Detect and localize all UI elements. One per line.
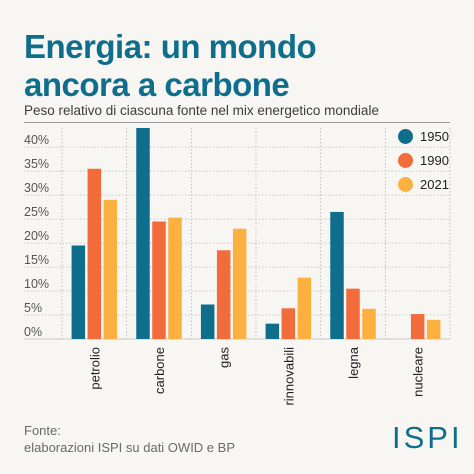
bar-carbone-1950 — [136, 128, 150, 339]
legend-label-1950: 1950 — [420, 129, 449, 144]
bar-carbone-1990 — [152, 221, 166, 339]
source-text: elaborazioni ISPI su dati OWID e BP — [24, 440, 235, 455]
subtitle-divider — [24, 122, 450, 123]
legend-swatch-1950 — [398, 129, 413, 144]
chart-title-line1: Energia: un mondo — [24, 28, 317, 65]
y-tick-label: 30% — [24, 181, 49, 195]
x-tick-label-rinnovabili: rinnovabili — [281, 347, 296, 406]
y-tick-label: 15% — [24, 253, 49, 267]
bar-petrolio-1990 — [87, 168, 102, 339]
bar-rinnovabili-1990 — [281, 308, 296, 339]
bar-gas-2021 — [232, 228, 247, 339]
chart-title: Energia: un mondo ancora a carbone — [24, 28, 454, 104]
bar-legna-1990 — [346, 288, 360, 339]
bar-legna-2021 — [362, 308, 376, 339]
bar-carbone-2021 — [168, 217, 182, 339]
bar-nucleare-2021 — [426, 319, 441, 339]
y-tick-label: 25% — [24, 205, 49, 219]
source-note: Fonte: elaborazioni ISPI su dati OWID e … — [24, 422, 235, 456]
x-tick-label-petrolio: petrolio — [87, 347, 102, 390]
x-tick-label-carbone: carbone — [152, 347, 167, 394]
ispi-logo: ISPI — [392, 420, 463, 455]
legend-swatch-1990 — [398, 153, 413, 168]
y-tick-label: 40% — [24, 133, 49, 147]
x-tick-label-legna: legna — [346, 346, 361, 379]
bar-rinnovabili-1950 — [265, 323, 280, 339]
legend-label-1990: 1990 — [420, 153, 449, 168]
bar-rinnovabili-2021 — [297, 277, 312, 339]
bar-gas-1950 — [200, 304, 215, 339]
chart-subtitle: Peso relativo di ciascuna fonte nel mix … — [24, 103, 379, 118]
bar-petrolio-1950 — [71, 245, 86, 339]
source-label: Fonte: — [24, 423, 61, 438]
legend-swatch-2021 — [398, 177, 413, 192]
bar-legna-1950 — [330, 211, 344, 339]
y-tick-label: 10% — [24, 277, 49, 291]
bar-petrolio-2021 — [103, 199, 118, 339]
x-tick-label-nucleare: nucleare — [411, 347, 426, 397]
y-tick-label: 20% — [24, 229, 49, 243]
x-tick-label-gas: gas — [217, 347, 232, 368]
y-tick-label: 0% — [24, 325, 42, 339]
bar-nucleare-1990 — [410, 314, 425, 339]
chart-title-line2: ancora a carbone — [24, 66, 290, 103]
y-tick-label: 35% — [24, 157, 49, 171]
legend-label-2021: 2021 — [420, 177, 449, 192]
bar-gas-1990 — [216, 250, 231, 339]
y-tick-label: 5% — [24, 301, 42, 315]
